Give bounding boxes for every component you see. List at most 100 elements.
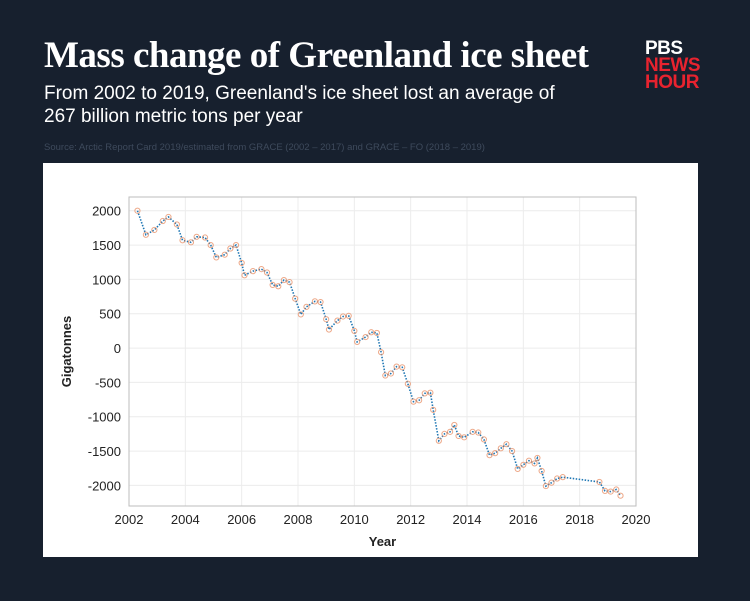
data-point xyxy=(151,226,158,234)
data-point xyxy=(173,221,180,228)
data-point xyxy=(404,380,411,387)
data-point xyxy=(469,428,476,435)
data-point xyxy=(382,372,389,379)
data-point xyxy=(213,254,220,261)
data-point xyxy=(241,272,248,279)
data-point xyxy=(520,461,527,468)
data-point xyxy=(435,437,442,444)
data-point xyxy=(538,467,545,475)
data-point xyxy=(410,398,417,405)
x-tick-label: 2020 xyxy=(622,512,651,527)
data-point xyxy=(345,312,352,319)
data-point xyxy=(542,482,549,490)
x-tick-label: 2012 xyxy=(396,512,425,527)
logo-line-pbs: PBS xyxy=(645,38,683,59)
data-point xyxy=(269,281,276,288)
y-axis-label: Gigatonnes xyxy=(59,316,74,388)
data-point xyxy=(607,488,614,495)
chart-subtitle: From 2002 to 2019, Greenland's ice sheet… xyxy=(44,83,555,127)
data-point xyxy=(475,429,482,436)
y-tick-label: 0 xyxy=(114,341,121,356)
data-point xyxy=(207,241,214,249)
data-point xyxy=(303,303,310,310)
chart-title: Mass change of Greenland ice sheet xyxy=(44,35,589,76)
data-point xyxy=(311,298,318,305)
x-tick-label: 2018 xyxy=(565,512,594,527)
mass-change-chart: 2002 2004 2006 2008 2010 2012 2014 2016 2018 2020… xyxy=(59,196,651,549)
x-tick-label: 2004 xyxy=(171,512,200,527)
data-point xyxy=(480,436,487,443)
data-point xyxy=(258,266,265,273)
data-point xyxy=(461,434,468,441)
data-point xyxy=(280,276,288,284)
data-point xyxy=(613,486,620,493)
y-tick-label: -1500 xyxy=(88,444,121,459)
data-point xyxy=(497,445,504,452)
data-point xyxy=(525,457,533,464)
data-point xyxy=(534,454,541,462)
data-point xyxy=(221,251,228,258)
data-point xyxy=(334,317,341,324)
y-tick-label: 1000 xyxy=(92,272,121,287)
data-point xyxy=(416,397,423,404)
data-point xyxy=(427,389,434,396)
data-point xyxy=(179,237,186,244)
data-point xyxy=(351,327,358,334)
data-point xyxy=(617,492,624,499)
data-point xyxy=(377,349,385,356)
y-tick-label: 2000 xyxy=(92,204,121,219)
y-tick-label: -1000 xyxy=(88,410,121,425)
data-point xyxy=(325,326,333,333)
data-point xyxy=(286,279,293,286)
data-point xyxy=(368,329,375,336)
data-point xyxy=(508,447,516,455)
data-point xyxy=(601,487,609,494)
data-point xyxy=(232,241,240,249)
chart-card: 2002 2004 2006 2008 2010 2012 2014 2016 2018 2020… xyxy=(43,163,698,557)
x-tick-label: 2016 xyxy=(509,512,538,527)
data-point xyxy=(447,428,454,435)
data-point xyxy=(531,460,538,467)
series-line xyxy=(136,210,622,497)
data-point xyxy=(317,298,324,306)
data-point xyxy=(421,390,428,397)
source-note: Source: Arctic Report Card 2019/estimate… xyxy=(44,142,485,153)
data-point xyxy=(548,479,555,486)
data-point xyxy=(354,338,361,345)
data-point xyxy=(514,465,521,473)
data-point xyxy=(193,233,200,240)
data-point xyxy=(187,239,195,246)
data-point xyxy=(554,475,561,482)
data-point xyxy=(441,430,448,437)
data-point xyxy=(362,333,369,341)
data-point xyxy=(238,259,245,267)
logo-line-news: NEWS xyxy=(645,55,701,76)
data-point xyxy=(292,295,299,302)
data-point xyxy=(263,269,271,276)
data-point xyxy=(393,363,400,370)
y-tick-label: -500 xyxy=(95,375,121,390)
data-point xyxy=(159,217,166,225)
data-point xyxy=(455,432,462,440)
x-axis-label: Year xyxy=(369,534,396,549)
data-point xyxy=(492,450,499,457)
data-point xyxy=(451,421,458,429)
data-point xyxy=(399,364,406,371)
data-point xyxy=(165,213,172,221)
data-point xyxy=(559,474,566,481)
data-point xyxy=(297,311,304,318)
data-point xyxy=(430,406,437,413)
x-tick-label: 2002 xyxy=(115,512,144,527)
data-point xyxy=(323,316,330,323)
data-point xyxy=(486,452,493,459)
data-point xyxy=(387,370,395,377)
logo-line-hour: HOUR xyxy=(645,72,699,93)
data-point xyxy=(373,329,380,337)
data-point xyxy=(227,245,234,252)
x-tick-label: 2006 xyxy=(227,512,256,527)
x-tick-label: 2014 xyxy=(453,512,482,527)
data-point xyxy=(503,441,510,448)
y-tick-label: 500 xyxy=(99,307,121,322)
y-tick-label: -2000 xyxy=(88,478,121,493)
data-point xyxy=(596,478,603,486)
